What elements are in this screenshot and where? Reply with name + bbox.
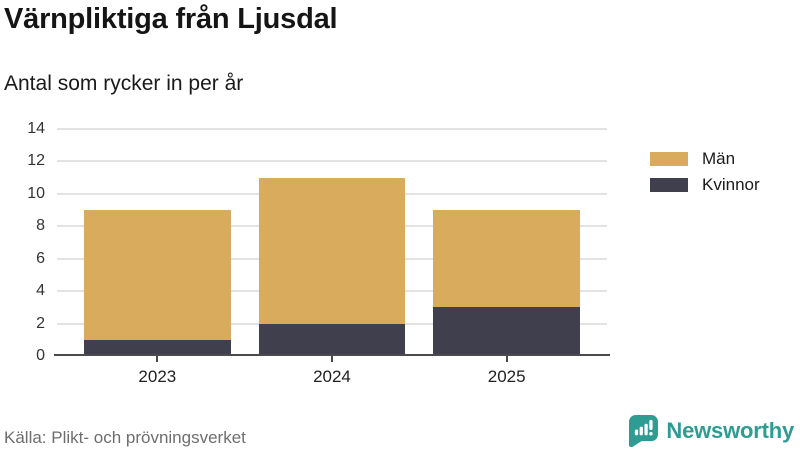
- legend-swatch-kvinnor: [650, 178, 688, 192]
- plot-area: 0 2 4 6 8 10 12 14 2023 2024 2025: [27, 120, 610, 386]
- x-tick-2024: [331, 356, 333, 362]
- y-axis-label-0: 0: [36, 347, 45, 364]
- x-axis-label-2023: 2023: [138, 367, 177, 386]
- newsworthy-wordmark: Newsworthy: [666, 418, 794, 443]
- x-axis-label-2025: 2025: [487, 367, 526, 386]
- chart-title: Värnpliktiga från Ljusdal: [4, 3, 338, 35]
- x-axis-label-2024: 2024: [313, 367, 351, 386]
- bar-segment-kvinnor-2024: [258, 323, 406, 356]
- legend-swatch-man: [650, 152, 688, 166]
- bar-segment-man-2023: [84, 210, 231, 340]
- bar-segment-kvinnor-2023: [84, 339, 231, 356]
- legend: Män Kvinnor: [650, 146, 760, 198]
- bar-segment-man-2025: [433, 210, 580, 308]
- y-axis-label-8: 8: [36, 217, 45, 235]
- chart-subtitle: Antal som rycker in per år: [4, 72, 244, 95]
- legend-label-man: Män: [702, 149, 736, 168]
- y-axis-label-4: 4: [36, 282, 45, 300]
- newsworthy-logo: Newsworthy: [629, 415, 794, 447]
- newsworthy-icon: [629, 415, 659, 447]
- y-axis-label-12: 12: [27, 152, 45, 170]
- y-axis-label-10: 10: [27, 184, 45, 202]
- y-axis-label-14: 14: [27, 120, 45, 137]
- gridline-12: [57, 160, 607, 163]
- bar-segment-man-2024: [258, 177, 406, 324]
- source-note: Källa: Plikt- och prövningsverket: [4, 428, 246, 447]
- x-tick-2025: [505, 356, 508, 362]
- legend-label-kvinnor: Kvinnor: [702, 175, 760, 194]
- legend-item-man: Män: [650, 146, 760, 172]
- x-axis-line: [54, 354, 610, 356]
- x-tick-2023: [156, 356, 159, 362]
- y-axis-label-6: 6: [36, 249, 45, 267]
- bar-segment-kvinnor-2025: [433, 307, 580, 356]
- gridline-14: [57, 128, 607, 130]
- legend-item-kvinnor: Kvinnor: [650, 172, 760, 198]
- y-axis-label-2: 2: [36, 314, 45, 332]
